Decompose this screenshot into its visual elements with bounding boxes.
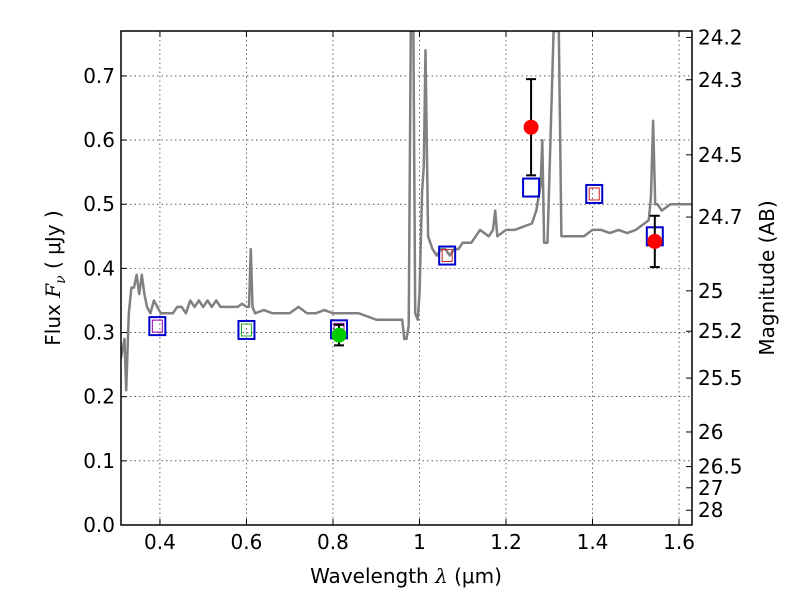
grid-lines bbox=[121, 31, 692, 526]
observed-circle-marker bbox=[647, 233, 663, 249]
y-tick-label: 0.6 bbox=[83, 128, 115, 152]
observed-square-marker bbox=[441, 249, 453, 263]
model-square-marker bbox=[522, 177, 541, 198]
y-tick-label: 0.1 bbox=[83, 449, 115, 473]
x-tick-label: 1.4 bbox=[577, 530, 609, 554]
x-tick-label: 1.2 bbox=[490, 530, 522, 554]
axis-ticks: 0.4 0.6 0.8 1 1.2 1.4 1.6 0.0 0.1 0.2 0.3 0.4 0.5 0.6… bbox=[83, 25, 742, 554]
magnitude-tick-label: 28 bbox=[698, 498, 723, 522]
magnitude-tick-label: 24.5 bbox=[698, 143, 743, 167]
x-tick-label: 0.8 bbox=[317, 530, 349, 554]
magnitude-tick-label: 26.5 bbox=[698, 455, 743, 479]
y-tick-label: 0.7 bbox=[83, 64, 115, 88]
x-axis-label-prefix: Wavelength bbox=[310, 564, 429, 588]
model-square-marker bbox=[237, 319, 256, 340]
magnitude-tick-label: 25.5 bbox=[698, 366, 743, 390]
model-square-marker bbox=[585, 183, 604, 204]
y-axis-label: Flux Fν ( μJy ) bbox=[41, 210, 69, 345]
magnitude-tick-label: 25.2 bbox=[698, 319, 743, 343]
observed-square-marker bbox=[151, 319, 163, 333]
y-tick-label: 0.2 bbox=[83, 385, 115, 409]
x-tick-label: 1 bbox=[413, 530, 426, 554]
y-axis-label-sub: ν bbox=[53, 275, 69, 284]
magnitude-tick-label: 24.3 bbox=[698, 68, 743, 92]
observed-circle-marker bbox=[331, 327, 347, 343]
x-tick-label: 1.6 bbox=[663, 530, 695, 554]
magnitude-tick-label: 27 bbox=[698, 476, 723, 500]
plot-frame bbox=[120, 30, 693, 526]
spectrum-layer bbox=[121, 31, 692, 392]
x-axis-label-var: λ bbox=[434, 564, 448, 588]
y-tick-label: 0.0 bbox=[83, 513, 115, 537]
model-square-marker bbox=[438, 245, 457, 266]
x-axis-label: Wavelength λ (μm) bbox=[310, 564, 502, 588]
magnitude-tick-label: 26 bbox=[698, 420, 723, 444]
y-axis-label-unit: ( μJy ) bbox=[41, 210, 65, 269]
y2-axis-label: Magnitude (AB) bbox=[755, 200, 779, 355]
y-tick-label: 0.5 bbox=[83, 192, 115, 216]
spectrum-line bbox=[121, 31, 692, 392]
observed-square-marker bbox=[588, 187, 600, 201]
observed-circle-marker bbox=[523, 119, 539, 135]
y-tick-label: 0.3 bbox=[83, 321, 115, 345]
model-square-marker bbox=[148, 316, 167, 337]
x-tick-label: 0.4 bbox=[144, 530, 176, 554]
y-axis-label-prefix: Flux bbox=[41, 304, 65, 346]
magnitude-tick-label: 24.7 bbox=[698, 205, 743, 229]
photometry-layer bbox=[148, 78, 664, 347]
y-axis-label-var: F bbox=[41, 283, 65, 299]
x-axis-label-unit: (μm) bbox=[454, 564, 502, 588]
magnitude-tick-label: 25 bbox=[698, 279, 723, 303]
y-tick-label: 0.4 bbox=[83, 256, 115, 280]
observed-square-marker bbox=[240, 323, 252, 337]
magnitude-tick-label: 24.2 bbox=[698, 25, 743, 49]
x-tick-label: 0.6 bbox=[231, 530, 263, 554]
